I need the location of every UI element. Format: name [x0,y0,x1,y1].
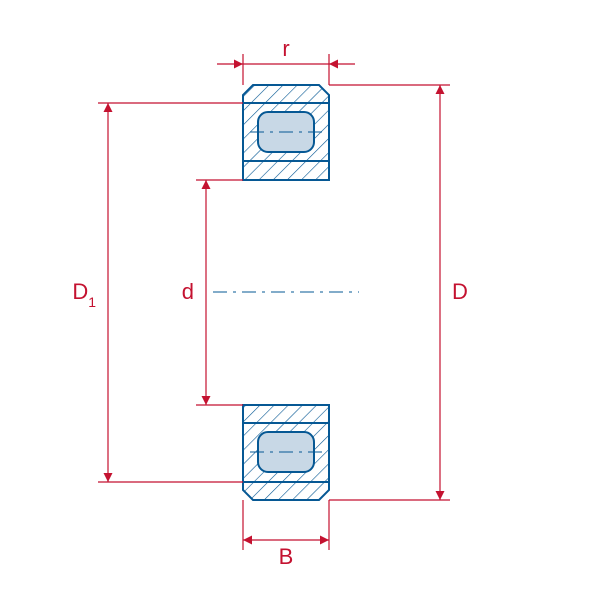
label-D1: D1 [72,279,96,310]
label-d: d [182,279,194,304]
label-B: B [279,544,294,569]
inner-ring-bottom [243,405,329,423]
label-r: r [282,36,289,61]
label-D: D [452,279,468,304]
bearing-cross-section: d D1 D Br [0,0,600,600]
inner-ring-top [243,161,329,180]
